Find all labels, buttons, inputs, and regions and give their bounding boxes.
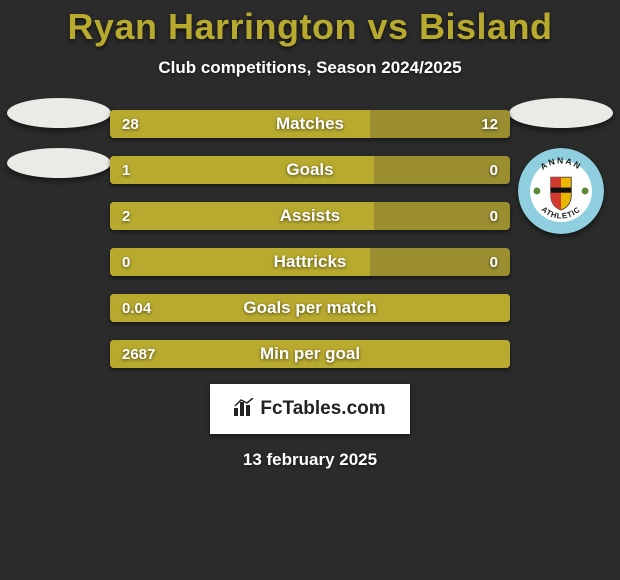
stat-label: Assists [110, 202, 510, 230]
stat-row-goals: Goals1 0 [110, 156, 510, 184]
stat-value-right: 0 [490, 248, 498, 276]
stat-value-left: 28 [122, 110, 139, 138]
stat-row-matches: Matches28 12 [110, 110, 510, 138]
stat-value-right: 0 [490, 156, 498, 184]
right-player-avatar [509, 98, 613, 128]
left-avatar-column [4, 98, 114, 178]
stat-value-left: 1 [122, 156, 130, 184]
right-club-badge: ANNAN ATHLETIC [518, 148, 604, 234]
footer-date: 13 february 2025 [0, 450, 620, 470]
logo-text: FcTables.com [260, 398, 385, 420]
stat-label: Matches [110, 110, 510, 138]
stat-value-left: 0.04 [122, 294, 151, 322]
stat-value-left: 2 [122, 202, 130, 230]
stat-row-hattricks: Hattricks0 0 [110, 248, 510, 276]
stat-label: Hattricks [110, 248, 510, 276]
stat-value-right: 0 [490, 202, 498, 230]
left-club-avatar [7, 148, 111, 178]
fctables-logo: FcTables.com [210, 384, 410, 434]
left-player-avatar [7, 98, 111, 128]
stat-label: Goals per match [110, 294, 510, 322]
subtitle: Club competitions, Season 2024/2025 [0, 58, 620, 78]
stat-label: Goals [110, 156, 510, 184]
stat-row-goals-per-match: Goals per match0.04 [110, 294, 510, 322]
stat-row-min-per-goal: Min per goal2687 [110, 340, 510, 368]
chart-icon [234, 398, 254, 421]
stat-value-right: 12 [481, 110, 498, 138]
stat-label: Min per goal [110, 340, 510, 368]
stat-value-left: 0 [122, 248, 130, 276]
stat-row-assists: Assists2 0 [110, 202, 510, 230]
stat-value-left: 2687 [122, 340, 155, 368]
page-title: Ryan Harrington vs Bisland [0, 0, 620, 48]
right-avatar-column: ANNAN ATHLETIC [506, 98, 616, 234]
stat-bars: Matches2812Goals10Assists20Hattricks00Go… [110, 110, 510, 368]
comparison-content: ANNAN ATHLETIC Matches2812Goals10Assists… [0, 110, 620, 368]
